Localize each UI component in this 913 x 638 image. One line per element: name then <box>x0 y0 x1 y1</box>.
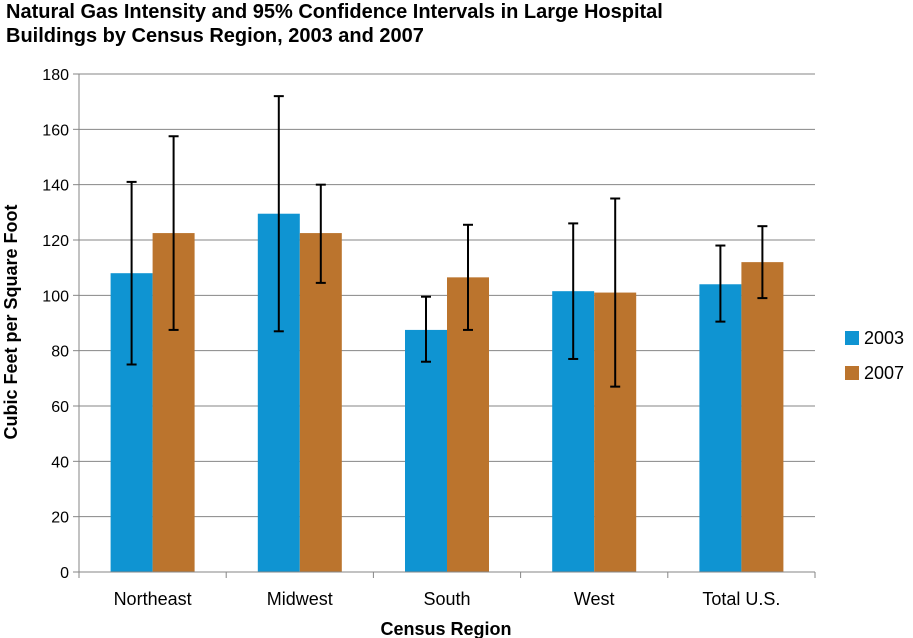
error-bar <box>421 295 431 363</box>
axes <box>73 73 816 578</box>
y-tick-label: 120 <box>42 233 69 250</box>
bars <box>110 213 784 573</box>
y-tick-label: 60 <box>51 399 69 416</box>
y-tick-label: 160 <box>42 122 69 139</box>
legend-swatch-2007 <box>845 366 859 380</box>
bar-2003 <box>405 329 447 572</box>
y-tick-label: 180 <box>42 67 69 84</box>
y-tick-label: 100 <box>42 288 69 305</box>
x-tick-label: Northeast <box>114 589 192 609</box>
error-bar <box>273 95 284 333</box>
x-axis-label: Census Region <box>380 619 511 638</box>
x-tick-label: Total U.S. <box>702 589 780 609</box>
x-tick-labels: Northeast Midwest South West Total U.S. <box>114 589 781 609</box>
x-tick-label: South <box>423 589 470 609</box>
error-bar <box>168 135 179 331</box>
legend-swatch-2003 <box>845 331 859 345</box>
chart-title: Natural Gas Intensity and 95% Confidence… <box>6 1 663 47</box>
error-bar <box>463 223 473 331</box>
y-tick-label: 0 <box>60 565 69 582</box>
y-tick-labels: 0 20 40 60 80 100 120 140 160 180 <box>42 67 69 582</box>
legend-label-2007: 2007 <box>864 363 904 383</box>
error-bar <box>610 197 621 388</box>
x-tick-label: West <box>574 589 615 609</box>
error-bars <box>126 95 768 388</box>
y-tick-label: 140 <box>42 178 69 195</box>
bar-2007 <box>299 233 342 573</box>
y-tick-label: 40 <box>51 454 69 471</box>
bar-2003 <box>699 284 742 572</box>
y-tick-label: 20 <box>51 510 69 527</box>
error-bar <box>715 244 726 323</box>
legend: 2003 2007 <box>845 328 904 383</box>
error-bar <box>568 222 579 360</box>
x-tick-label: Midwest <box>267 589 333 609</box>
bar-2007 <box>741 262 784 572</box>
error-bar <box>126 180 137 366</box>
error-bar <box>315 183 326 284</box>
y-axis-label: Cubic Feet per Square Foot <box>1 204 21 439</box>
error-bar <box>757 225 768 300</box>
legend-label-2003: 2003 <box>864 328 904 348</box>
y-tick-label: 80 <box>51 344 69 361</box>
